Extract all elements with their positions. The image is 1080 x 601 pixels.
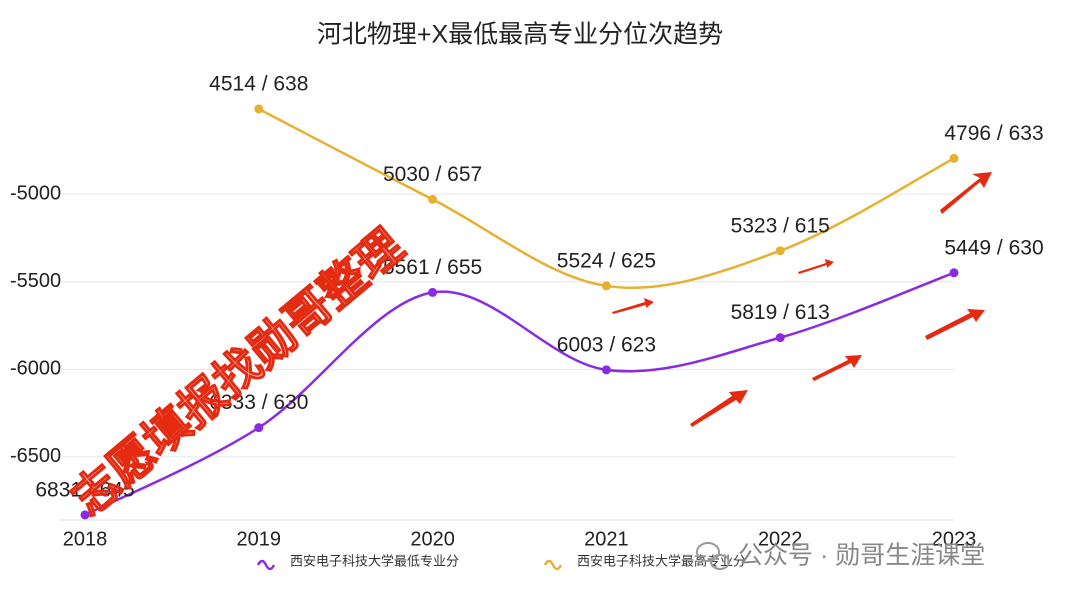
- series-line: [84, 271, 955, 517]
- x-tick-label: 2021: [584, 528, 629, 550]
- x-tick-label: 2019: [237, 528, 282, 550]
- wechat-icon: [696, 542, 730, 570]
- data-point: [254, 104, 264, 114]
- x-tick-label: 2022: [758, 528, 803, 550]
- x-tick-label: 2020: [410, 528, 455, 550]
- data-label: 5819 / 613: [731, 301, 830, 324]
- data-point: [775, 246, 785, 256]
- data-label: 5524 / 625: [557, 249, 656, 272]
- chart-title: 河北物理+X最低最高专业分位次趋势: [317, 21, 723, 49]
- legend-label: 西安电子科技大学最低专业分: [290, 553, 459, 568]
- plot-area: -6500 -6000 -5500 -5000 2018 2019 2020 2021 2022…: [10, 73, 1044, 571]
- data-label: 5561 / 655: [383, 256, 482, 279]
- data-point: [428, 287, 438, 297]
- data-label: 4514 / 638: [209, 73, 308, 96]
- data-point: [601, 281, 611, 291]
- data-label: 6831 / 645: [35, 478, 134, 501]
- data-point: [775, 333, 785, 343]
- data-point: [80, 510, 90, 520]
- y-tick-label: -6000: [10, 358, 61, 380]
- data-label: 6333 / 630: [209, 391, 308, 414]
- x-tick-label: 2018: [63, 528, 108, 550]
- data-label: 5449 / 630: [944, 236, 1043, 259]
- y-tick-label: -6500: [10, 445, 61, 467]
- data-point: [949, 153, 959, 163]
- data-point: [428, 194, 438, 204]
- data-label: 5030 / 657: [383, 163, 482, 186]
- data-label: 6003 / 623: [557, 333, 656, 356]
- y-tick-label: -5500: [10, 270, 61, 292]
- legend-label: 西安电子科技大学最高专业分: [577, 553, 746, 568]
- x-tick-label: 2023: [932, 528, 977, 550]
- data-label: 4796 / 633: [944, 122, 1043, 145]
- y-tick-label: -5000: [10, 182, 61, 204]
- legend-symbol: [543, 559, 563, 571]
- data-point: [949, 268, 959, 278]
- data-point: [254, 423, 264, 433]
- watermark: 志愿填报找勋哥整理: [62, 219, 413, 525]
- data-label: 5323 / 615: [731, 214, 830, 237]
- data-point: [601, 365, 611, 375]
- legend-symbol: [256, 559, 276, 571]
- arrows: [612, 172, 992, 427]
- watermark: 公众号 · 勋哥生涯课堂: [738, 542, 985, 570]
